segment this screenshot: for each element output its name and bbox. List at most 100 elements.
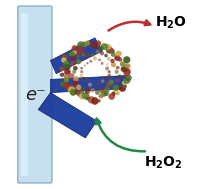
Ellipse shape (104, 54, 108, 57)
Ellipse shape (101, 79, 104, 83)
Ellipse shape (107, 57, 111, 61)
Ellipse shape (123, 77, 130, 84)
FancyArrowPatch shape (108, 20, 150, 31)
Ellipse shape (69, 73, 74, 79)
Ellipse shape (124, 75, 132, 81)
Ellipse shape (123, 68, 131, 76)
Ellipse shape (80, 74, 83, 77)
Text: $\mathbf{H_2O_2}$: $\mathbf{H_2O_2}$ (144, 154, 183, 171)
Ellipse shape (73, 81, 79, 87)
Ellipse shape (123, 56, 130, 63)
Ellipse shape (118, 74, 121, 78)
Ellipse shape (98, 94, 104, 98)
Ellipse shape (100, 51, 104, 55)
Ellipse shape (108, 93, 115, 100)
Ellipse shape (116, 51, 122, 57)
Ellipse shape (111, 62, 116, 67)
Ellipse shape (110, 59, 115, 63)
Ellipse shape (106, 47, 113, 54)
Ellipse shape (73, 76, 79, 82)
Ellipse shape (77, 89, 84, 97)
Polygon shape (50, 76, 125, 93)
Ellipse shape (101, 62, 104, 65)
Ellipse shape (103, 90, 109, 96)
Ellipse shape (63, 83, 70, 89)
Ellipse shape (109, 79, 114, 85)
Ellipse shape (106, 82, 111, 88)
Ellipse shape (119, 86, 126, 92)
Ellipse shape (98, 58, 101, 61)
Ellipse shape (83, 64, 86, 67)
Ellipse shape (85, 88, 90, 94)
Polygon shape (38, 93, 97, 138)
Ellipse shape (104, 77, 107, 80)
Ellipse shape (122, 81, 126, 85)
Ellipse shape (82, 77, 86, 81)
Ellipse shape (122, 84, 127, 89)
Ellipse shape (81, 87, 85, 91)
Ellipse shape (79, 94, 85, 100)
Ellipse shape (110, 49, 115, 53)
Ellipse shape (106, 63, 108, 66)
Ellipse shape (63, 61, 69, 67)
Ellipse shape (73, 66, 78, 71)
Ellipse shape (80, 70, 83, 74)
Ellipse shape (91, 97, 99, 105)
Ellipse shape (111, 91, 116, 96)
Ellipse shape (70, 61, 75, 66)
Ellipse shape (60, 73, 65, 77)
Ellipse shape (120, 61, 126, 67)
Polygon shape (50, 38, 103, 74)
Ellipse shape (80, 67, 83, 69)
Ellipse shape (86, 53, 90, 57)
Ellipse shape (105, 67, 109, 70)
Ellipse shape (86, 79, 89, 82)
Ellipse shape (116, 79, 119, 82)
Ellipse shape (96, 99, 101, 103)
Ellipse shape (107, 74, 111, 78)
Ellipse shape (76, 84, 81, 90)
Text: e⁻: e⁻ (25, 85, 46, 104)
Ellipse shape (90, 88, 95, 92)
Ellipse shape (77, 41, 85, 49)
Ellipse shape (114, 55, 120, 61)
Bar (21, 13, 28, 176)
Ellipse shape (61, 57, 66, 63)
Ellipse shape (91, 53, 95, 57)
Text: $\mathbf{H_2O}$: $\mathbf{H_2O}$ (155, 15, 187, 31)
Ellipse shape (115, 70, 119, 74)
Ellipse shape (77, 47, 84, 54)
Ellipse shape (64, 77, 69, 83)
Ellipse shape (99, 88, 104, 93)
Ellipse shape (104, 44, 112, 50)
Ellipse shape (86, 62, 89, 64)
Ellipse shape (95, 90, 100, 95)
Ellipse shape (63, 64, 71, 70)
Ellipse shape (100, 91, 107, 97)
Ellipse shape (82, 92, 90, 100)
Ellipse shape (104, 87, 110, 93)
Ellipse shape (59, 67, 64, 71)
Ellipse shape (85, 40, 90, 45)
Ellipse shape (68, 86, 75, 93)
FancyArrowPatch shape (96, 119, 145, 151)
Ellipse shape (116, 66, 119, 70)
Ellipse shape (97, 81, 101, 85)
Ellipse shape (93, 56, 97, 60)
Ellipse shape (72, 50, 77, 55)
Ellipse shape (60, 81, 66, 87)
Ellipse shape (70, 56, 75, 60)
Ellipse shape (96, 40, 101, 46)
Ellipse shape (89, 43, 94, 48)
Ellipse shape (69, 51, 75, 57)
Ellipse shape (115, 91, 120, 95)
FancyBboxPatch shape (18, 6, 52, 183)
Ellipse shape (121, 66, 128, 72)
Ellipse shape (98, 46, 103, 51)
Ellipse shape (88, 96, 95, 104)
Ellipse shape (81, 53, 85, 57)
Ellipse shape (108, 70, 111, 73)
Ellipse shape (92, 41, 98, 48)
Ellipse shape (72, 45, 78, 52)
Ellipse shape (86, 97, 91, 101)
